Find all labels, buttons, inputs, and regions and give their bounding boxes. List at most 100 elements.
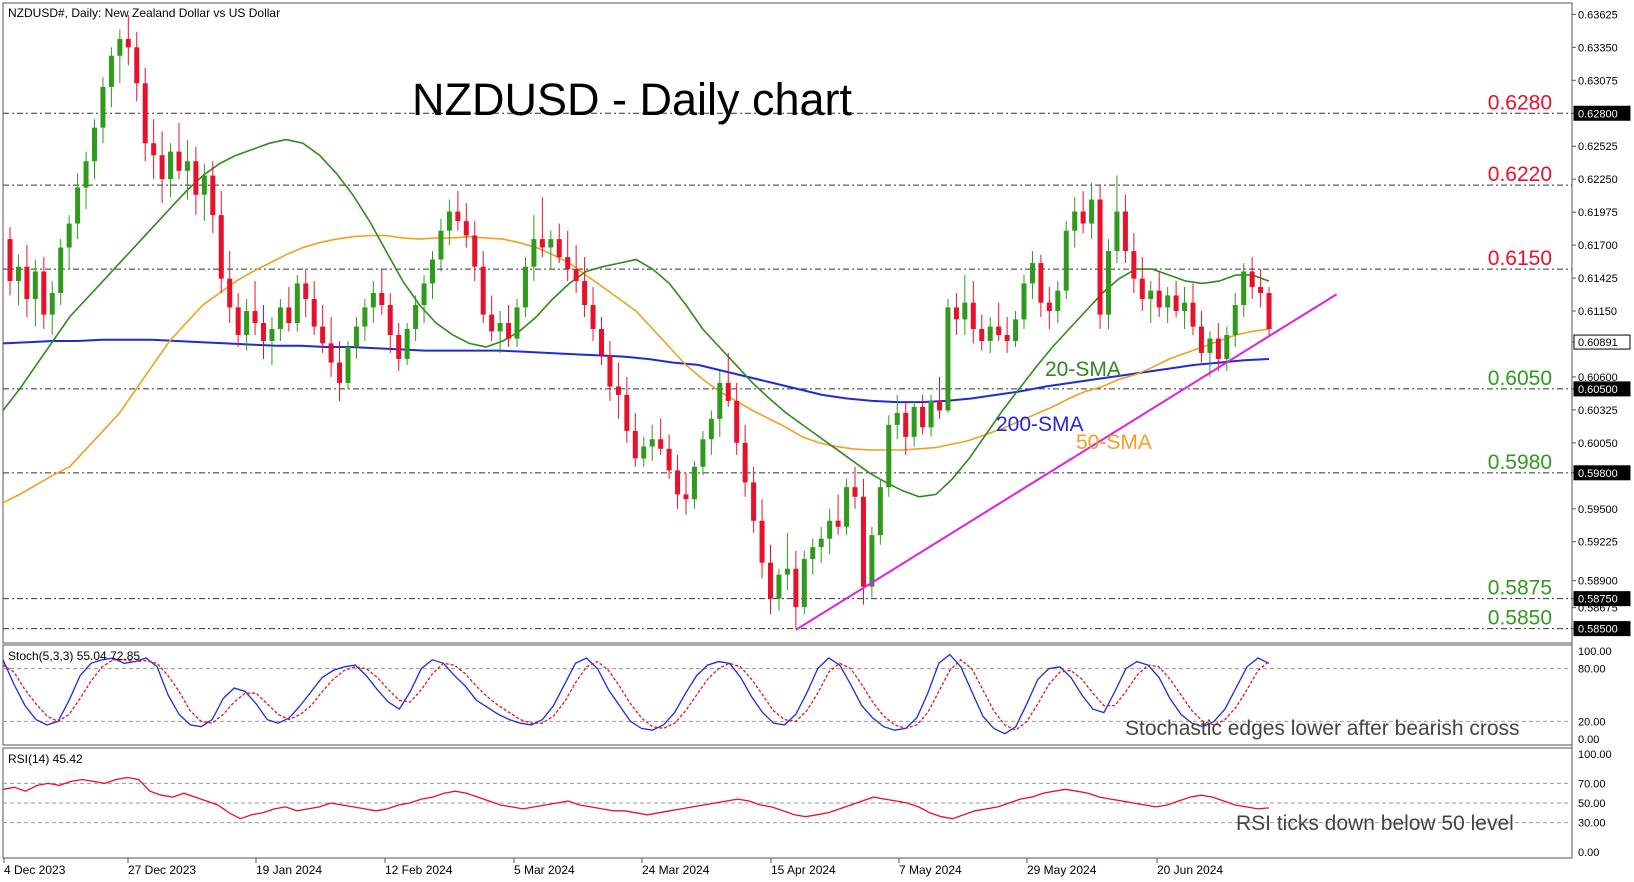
stoch-tick-label: 80.00 <box>1578 664 1606 676</box>
candle-body <box>455 211 461 222</box>
sma200-line <box>2 338 1270 404</box>
level-label: 0.5980 <box>1488 451 1552 474</box>
candle-body <box>970 302 976 329</box>
stoch-tick-label: 0.00 <box>1578 734 1599 746</box>
candle-body <box>886 424 892 488</box>
price-tick-label: 0.58750 <box>1578 594 1618 606</box>
candle-body <box>827 520 833 539</box>
candle-body <box>100 86 106 128</box>
candle-body <box>793 568 799 608</box>
level-label: 0.5850 <box>1488 607 1552 630</box>
candle-body <box>320 326 326 344</box>
candle-body <box>937 400 942 411</box>
candle-body <box>700 439 706 467</box>
stoch-tick-label: 20.00 <box>1578 716 1606 728</box>
candle-body <box>751 482 757 521</box>
candle-body <box>1072 211 1078 231</box>
candle-body <box>522 266 528 308</box>
candle-body <box>835 520 841 527</box>
candle-body <box>539 239 545 248</box>
candle-body <box>497 323 503 332</box>
candle-body <box>632 430 638 459</box>
price-axis-ticks: 0.63625 0.63350 0.63075 0.62800 0.62525 0.622… <box>1572 9 1631 637</box>
price-tick-label: 0.60050 <box>1578 438 1618 450</box>
candle-body <box>1021 283 1027 320</box>
candle-body <box>1224 334 1230 359</box>
rsi-tick-label: 30.00 <box>1578 818 1606 830</box>
price-tick-label: 0.59800 <box>1578 468 1618 480</box>
price-tick-label: 0.58900 <box>1578 576 1618 588</box>
candle-body <box>1198 326 1204 353</box>
candle-body <box>683 494 689 500</box>
candle-body <box>1148 290 1154 300</box>
candle-body <box>362 307 368 327</box>
candle-body <box>337 362 343 383</box>
candle-body <box>920 406 926 428</box>
candle-body <box>463 221 469 236</box>
candle-body <box>1207 338 1213 353</box>
price-tick-box <box>1573 105 1631 121</box>
candle-body <box>1038 263 1044 303</box>
candle-body <box>1190 302 1196 327</box>
price-tick-label: 0.60325 <box>1578 405 1618 417</box>
candle-body <box>582 281 588 306</box>
price-tick-label: 0.63350 <box>1578 42 1618 54</box>
candle-body <box>92 127 97 162</box>
sma20-line <box>2 138 1270 498</box>
candle-body <box>1156 290 1162 308</box>
candle-body <box>1089 199 1095 224</box>
candle-body <box>928 400 934 428</box>
candle-body <box>1106 251 1111 315</box>
candle-body <box>615 386 621 395</box>
candle-body <box>725 382 731 401</box>
candle-body <box>294 283 300 323</box>
level-label: 0.6280 <box>1488 91 1552 114</box>
price-tick-label: 0.63625 <box>1578 9 1618 21</box>
candle-body <box>66 223 72 248</box>
candle-body <box>641 446 647 459</box>
candle-body <box>1029 263 1035 284</box>
candle-body <box>1266 293 1272 329</box>
candle-body <box>708 418 714 440</box>
candle-body <box>742 442 748 483</box>
sma50-annotation: 50-SMA <box>1076 431 1152 454</box>
candle-body <box>480 266 486 315</box>
candle-body <box>768 562 773 599</box>
candle-body <box>345 346 351 383</box>
price-tick-label: 0.62525 <box>1578 141 1618 153</box>
candle-body <box>210 175 216 216</box>
candle-body <box>869 535 875 587</box>
candle-body <box>506 323 512 339</box>
candle-body <box>565 257 571 270</box>
candle-body <box>244 311 250 335</box>
level-label: 0.6150 <box>1488 247 1552 270</box>
sma20-annotation: 20-SMA <box>1045 358 1121 381</box>
candle-body <box>1114 211 1120 252</box>
candle-body <box>1080 211 1086 224</box>
candle-body <box>649 439 655 447</box>
stoch-k-line <box>2 653 1270 735</box>
candle-body <box>691 466 697 500</box>
candle-body <box>945 307 951 411</box>
x-axis-label: 19 Jan 2024 <box>256 863 322 877</box>
price-tick-label: 0.60891 <box>1578 337 1618 349</box>
rsi-label: RSI(14) 45.42 <box>8 752 83 766</box>
candle-body <box>962 302 968 320</box>
candle-body <box>83 161 89 188</box>
candle-body <box>717 382 723 419</box>
candle-body <box>261 323 266 341</box>
candle-body <box>801 559 807 608</box>
moving-averages <box>2 138 1270 504</box>
candle-body <box>58 247 64 294</box>
candle-body <box>159 155 165 180</box>
candle-body <box>1046 302 1052 312</box>
x-axis-label: 29 May 2024 <box>1027 863 1097 877</box>
candle-body <box>472 235 478 267</box>
candle-body <box>311 299 317 327</box>
candle-body <box>607 355 613 387</box>
rsi-line <box>2 776 1270 820</box>
price-tick-label: 0.62800 <box>1578 108 1618 120</box>
candle-body <box>1232 305 1238 335</box>
candle-body <box>1004 334 1010 341</box>
